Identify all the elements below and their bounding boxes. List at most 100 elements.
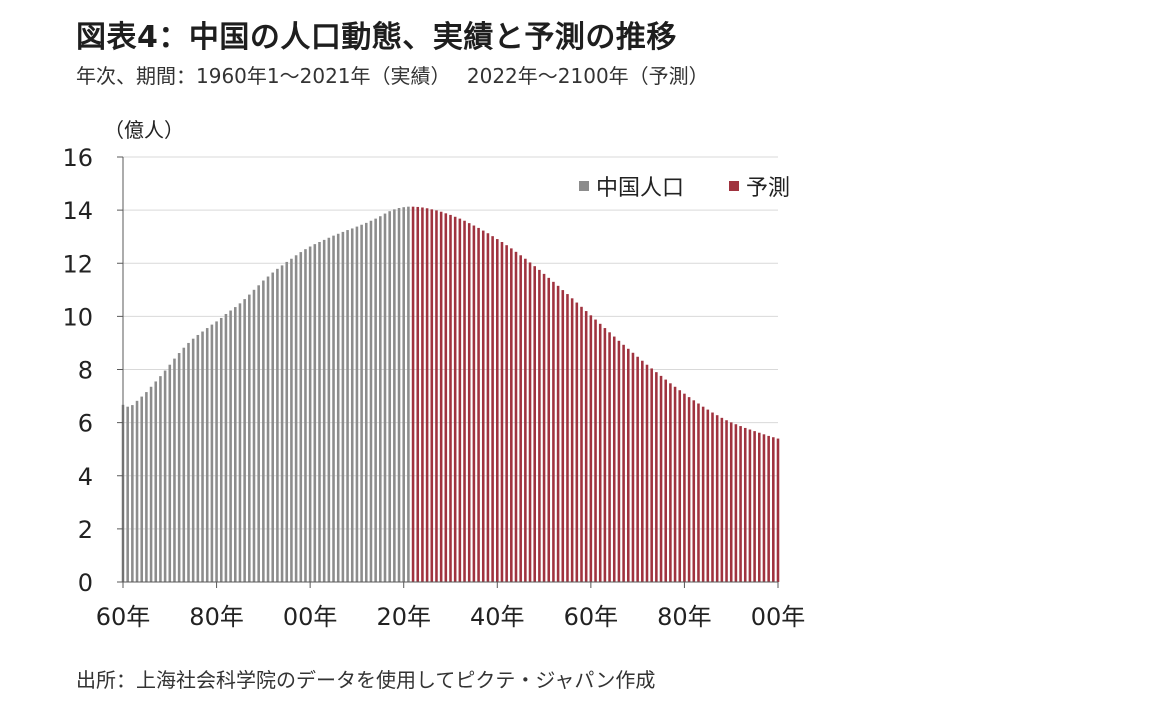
bar-actual [262, 280, 265, 582]
bar-actual [374, 218, 377, 583]
bar-forecast [584, 311, 588, 582]
bar-actual [215, 321, 218, 582]
bar-actual [332, 235, 335, 583]
chart-subtitle: 年次、期間：1960年1～2021年（実績） 2022年～2100年（予測） [76, 64, 709, 88]
bar-forecast [645, 364, 649, 582]
bar-forecast [566, 294, 569, 582]
bar-actual [318, 242, 321, 582]
y-tick-label: 8 [78, 357, 93, 385]
bar-forecast [603, 328, 607, 582]
bar-actual [327, 237, 331, 582]
legend-swatch-actual [579, 181, 589, 191]
bar-actual [341, 231, 345, 582]
bar-forecast [622, 344, 625, 582]
x-tick-label: 00年 [283, 603, 338, 631]
bars [121, 206, 780, 583]
bar-actual [140, 396, 143, 582]
bar-actual [177, 353, 181, 582]
bar-forecast [556, 285, 560, 582]
bar-actual [126, 406, 129, 582]
y-tick-labels: 0 2 4 6 8 10 12 14 16 [62, 144, 93, 597]
x-tick-label: 80年 [189, 603, 244, 631]
bar-forecast [594, 319, 597, 582]
bar-forecast [673, 386, 677, 582]
bar-forecast [416, 206, 420, 582]
bar-actual [294, 255, 298, 582]
bar-forecast [683, 393, 686, 582]
bar-forecast [453, 216, 457, 582]
bar-actual [383, 213, 387, 582]
y-axis-unit-label: （億人） [104, 118, 184, 142]
bar-actual [173, 358, 176, 582]
bar-forecast [458, 218, 462, 583]
x-tick-label: 80年 [657, 603, 712, 631]
bar-forecast [692, 400, 696, 582]
bar-forecast [772, 437, 775, 582]
bar-forecast [659, 375, 663, 583]
bar-forecast [435, 210, 438, 582]
legend-label-actual: 中国人口 [596, 176, 684, 201]
bar-forecast [720, 417, 724, 582]
bar-actual [238, 303, 242, 582]
bar-forecast [463, 220, 466, 582]
bar-forecast [467, 223, 471, 582]
bar-forecast [627, 348, 630, 582]
bar-actual [360, 224, 363, 583]
bar-forecast [486, 233, 490, 583]
bar-forecast [743, 427, 747, 582]
y-tick-label: 10 [62, 303, 93, 331]
bar-forecast [570, 298, 574, 582]
bar-forecast [477, 227, 480, 583]
bar-forecast [678, 390, 682, 582]
bar-forecast [528, 262, 532, 582]
bar-forecast [762, 434, 766, 582]
bar-actual [243, 299, 246, 582]
bar-forecast [636, 356, 639, 582]
bar-actual [163, 370, 167, 582]
bar-actual [346, 230, 349, 583]
bar-forecast [505, 245, 508, 582]
bar-forecast [711, 412, 714, 582]
bar-actual [248, 294, 251, 582]
y-tick-label: 4 [78, 463, 93, 491]
bar-actual [285, 261, 289, 582]
bar-forecast [500, 242, 504, 582]
legend-swatch-forecast [729, 181, 739, 191]
bar-forecast [631, 352, 635, 582]
bar-forecast [669, 383, 672, 582]
bar-actual [224, 313, 228, 582]
bar-actual [252, 289, 256, 582]
x-tick-label: 20年 [376, 603, 431, 631]
bar-forecast [734, 424, 738, 582]
source-note: 出所：上海社会科学院のデータを使用してピクテ・ジャパン作成 [76, 668, 656, 692]
x-tick-label: 00年 [751, 603, 806, 631]
bar-forecast [519, 255, 522, 582]
bar-forecast [617, 340, 621, 582]
x-tick-labels: 60年 80年 00年 20年 40年 60年 80年 00年 [96, 603, 806, 631]
bar-actual [388, 211, 391, 582]
bar-forecast [575, 302, 579, 582]
bar-actual [280, 265, 284, 583]
bar-forecast [697, 403, 700, 582]
bar-forecast [496, 239, 499, 582]
axes [117, 156, 779, 588]
bar-actual [397, 208, 401, 582]
bar-forecast [561, 290, 565, 582]
bar-forecast [739, 426, 742, 582]
bar-forecast [514, 251, 518, 582]
bar-actual [196, 334, 200, 582]
bar-actual [365, 222, 368, 583]
bar-forecast [491, 236, 494, 582]
bar-actual [299, 252, 303, 582]
bar-forecast [538, 269, 541, 582]
bar-actual [131, 405, 134, 582]
bar-actual [350, 228, 354, 582]
y-tick-label: 6 [78, 410, 93, 438]
bar-actual [135, 400, 139, 582]
bar-forecast [472, 225, 476, 582]
bar-actual [229, 310, 232, 582]
bar-forecast [748, 429, 752, 582]
bar-forecast [655, 372, 658, 582]
bar-forecast [533, 266, 536, 582]
